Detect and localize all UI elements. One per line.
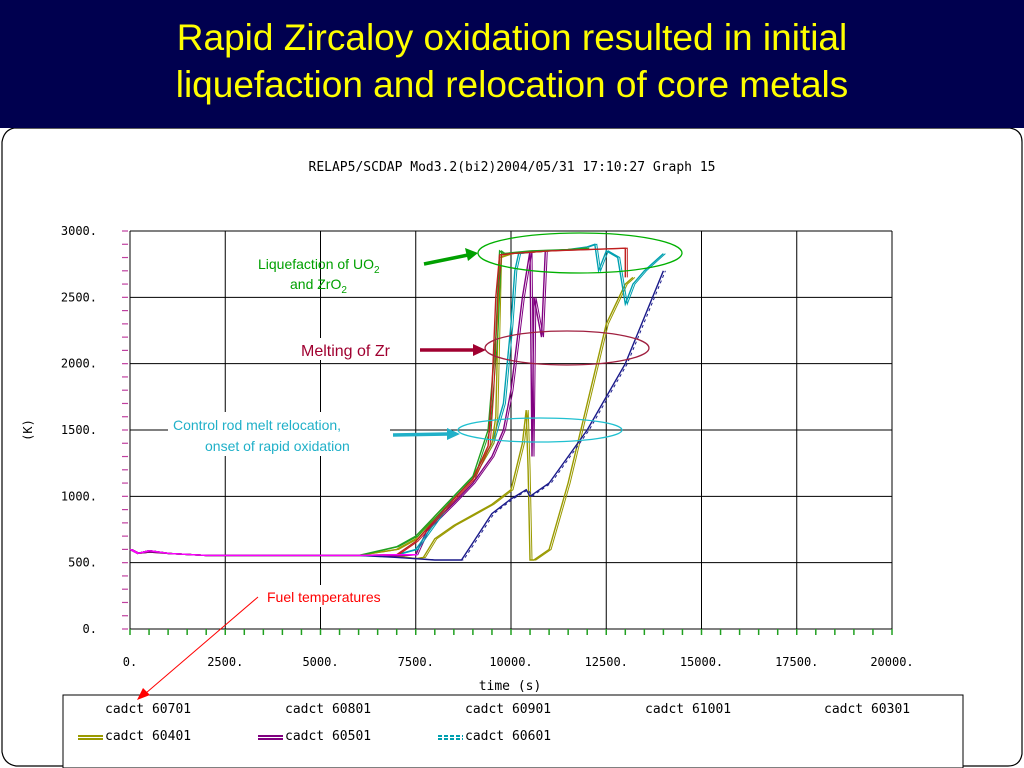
x-tick-label-7: 17500.: [775, 655, 818, 669]
liquefaction-arrow-head: [465, 248, 478, 261]
fuel-temp-arrow-head: [137, 688, 150, 700]
title-bar: [0, 0, 1024, 128]
fuel-temp-label: Fuel temperatures: [267, 589, 381, 605]
legend-label-row2-0: cadct 60401: [105, 729, 191, 744]
content-border: [1, 128, 1023, 767]
x-tick-label-2: 5000.: [302, 655, 338, 669]
x-tick-label-0: 0.: [123, 655, 137, 669]
fuel-temp-arrow-shaft: [145, 596, 259, 694]
zr-melting-label: Melting of Zr: [301, 343, 391, 360]
legend-label-row1-4: cadct 60301: [824, 702, 910, 717]
zr-melting-arrow-head: [473, 344, 486, 356]
control-rod-ellipse: [457, 417, 623, 443]
slide-title: Rapid Zircaloy oxidation resulted in ini…: [0, 14, 1024, 108]
legend-label-row1-0: cadct 60701: [105, 702, 191, 717]
y-tick-label-1: 500.: [68, 556, 97, 570]
series-line-shadow-cadct-61001: [131, 270, 666, 561]
chart-header: RELAP5/SCDAP Mod3.2(bi2)2004/05/31 17:10…: [309, 160, 716, 175]
liquefaction-label-line-2: and ZrO2: [290, 276, 347, 296]
slide-title-line-2: liquefaction and relocation of core meta…: [175, 64, 849, 105]
legend-box: [62, 694, 964, 768]
liquefaction-arrow-shaft: [423, 253, 469, 266]
x-tick-label-5: 12500.: [585, 655, 628, 669]
series-layer: [129, 243, 666, 561]
x-tick-label-8: 20000.: [870, 655, 913, 669]
control-rod-arrow-shaft: [392, 432, 449, 437]
y-tick-label-2: 1000.: [61, 489, 97, 503]
y-tick-label-3: 1500.: [61, 423, 97, 437]
legend-label-row1-2: cadct 60901: [465, 702, 551, 717]
x-tick-label-1: 2500.: [207, 655, 243, 669]
y-axis-label: (K): [21, 419, 35, 441]
x-tick-label-6: 15000.: [680, 655, 723, 669]
control-rod-label-line-2: onset of rapid oxidation: [205, 438, 350, 454]
zr-melting-label-bg: [296, 338, 414, 360]
annotation-fuel-temperatures: Fuel temperatures: [137, 585, 410, 700]
control-rod-label-line-1: Control rod melt relocation,: [173, 417, 341, 433]
control-rod-label-bg: [168, 412, 390, 456]
y-tick-label-0: 0.: [83, 622, 97, 636]
liquefaction-label-line-1: Liquefaction of UO2: [258, 256, 380, 276]
legend-label-row2-1: cadct 60501: [285, 729, 371, 744]
annotation-control-rod: Control rod melt relocation, onset of ra…: [168, 412, 623, 456]
chart-svg: RELAP5/SCDAP Mod3.2(bi2)2004/05/31 17:10…: [1, 128, 1023, 768]
fuel-temp-label-bg: [262, 585, 410, 607]
y-tick-label-5: 2500.: [61, 290, 97, 304]
x-axis-label: time (s): [479, 679, 542, 694]
annotation-liquefaction: Liquefaction of UO2 and ZrO2: [258, 232, 683, 296]
legend-label-row1-1: cadct 60801: [285, 702, 371, 717]
zr-melting-ellipse: [484, 330, 650, 366]
y-tick-label-6: 3000.: [61, 224, 97, 238]
legend-label-row1-3: cadct 61001: [645, 702, 731, 717]
y-tick-label-4: 2000.: [61, 357, 97, 371]
series-line-shadow-cadct-60301: [131, 548, 418, 556]
annotation-zr-melting: Melting of Zr: [296, 330, 650, 366]
control-rod-arrow-head: [447, 428, 460, 440]
axis-ticks: 0. 2500. 5000. 7500. 10000. 12500. 15000. 17500…: [61, 224, 914, 669]
x-tick-label-3: 7500.: [398, 655, 434, 669]
slide-title-line-1: Rapid Zircaloy oxidation resulted in ini…: [176, 17, 848, 58]
legend-label-row2-2: cadct 60601: [465, 729, 551, 744]
legend: cadct 60701 cadct 60801 cadct 60901 cadct 6…: [78, 702, 910, 744]
chart-frame: RELAP5/SCDAP Mod3.2(bi2)2004/05/31 17:10…: [0, 128, 1024, 768]
x-tick-label-4: 10000.: [489, 655, 532, 669]
